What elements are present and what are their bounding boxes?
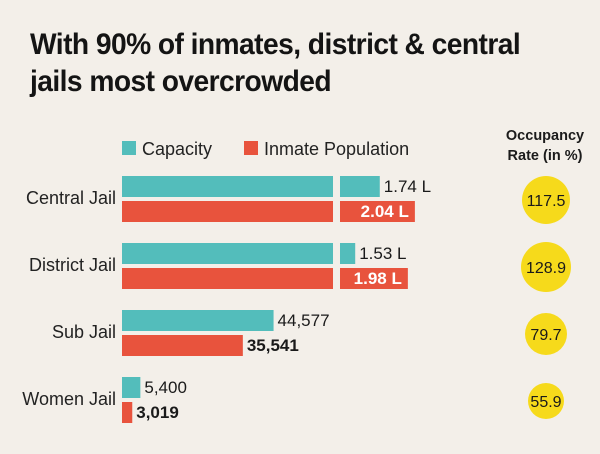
inmate-value-label: 1.98 L: [354, 269, 402, 288]
capacity-value-label: 1.53 L: [359, 244, 406, 263]
capacity-bar: [340, 176, 380, 197]
occupancy-value: 117.5: [527, 193, 566, 210]
legend-label-inmate: Inmate Population: [264, 139, 409, 159]
legend-swatch-inmate: [244, 141, 258, 155]
inmate-value-label: 3,019: [136, 403, 179, 422]
inmate-value-label: 2.04 L: [361, 202, 409, 221]
category-label: Central Jail: [26, 188, 116, 208]
capacity-bar: [122, 310, 274, 331]
capacity-bar: [122, 243, 333, 264]
legend-label-capacity: Capacity: [142, 139, 212, 159]
category-labels: Central Jail District Jail Sub Jail Women J…: [22, 188, 116, 409]
inmate-bar: [122, 402, 133, 423]
capacity-value-label: 1.74 L: [384, 177, 431, 196]
inmate-bar: [340, 201, 415, 222]
capacity-bar: [122, 176, 333, 197]
occupancy-value: 128.9: [526, 260, 566, 277]
occupancy-circles: 117.5 128.9 79.7 55.9: [521, 176, 571, 419]
capacity-bar: [340, 243, 356, 264]
bars: [122, 176, 415, 423]
inmate-bar: [122, 268, 333, 289]
occupancy-value: 55.9: [530, 394, 561, 411]
occupancy-circle: [525, 313, 567, 355]
occupancy-header: Occupancy Rate (in %): [505, 128, 585, 164]
category-label: Sub Jail: [52, 322, 116, 342]
legend: Capacity Inmate Population: [122, 139, 409, 159]
chart-title: With 90% of inmates, district & central …: [30, 28, 521, 98]
category-label: District Jail: [29, 255, 116, 275]
capacity-bar: [122, 377, 141, 398]
inmate-bar: [340, 268, 408, 289]
inmate-value-label: 35,541: [247, 336, 299, 355]
value-labels: 1.74 L 2.04 L 1.53 L 1.98 L 44,577 35,541 5,40…: [136, 177, 431, 422]
inmate-bar: [122, 335, 243, 356]
capacity-value-label: 5,400: [144, 378, 187, 397]
occupancy-value: 79.7: [530, 327, 561, 344]
legend-swatch-capacity: [122, 141, 136, 155]
category-label: Women Jail: [22, 389, 116, 409]
occupancy-circle: [521, 242, 571, 292]
occupancy-circle: [528, 383, 564, 419]
capacity-value-label: 44,577: [278, 311, 330, 330]
occupancy-circle: [522, 176, 570, 224]
inmate-bar: [122, 201, 333, 222]
